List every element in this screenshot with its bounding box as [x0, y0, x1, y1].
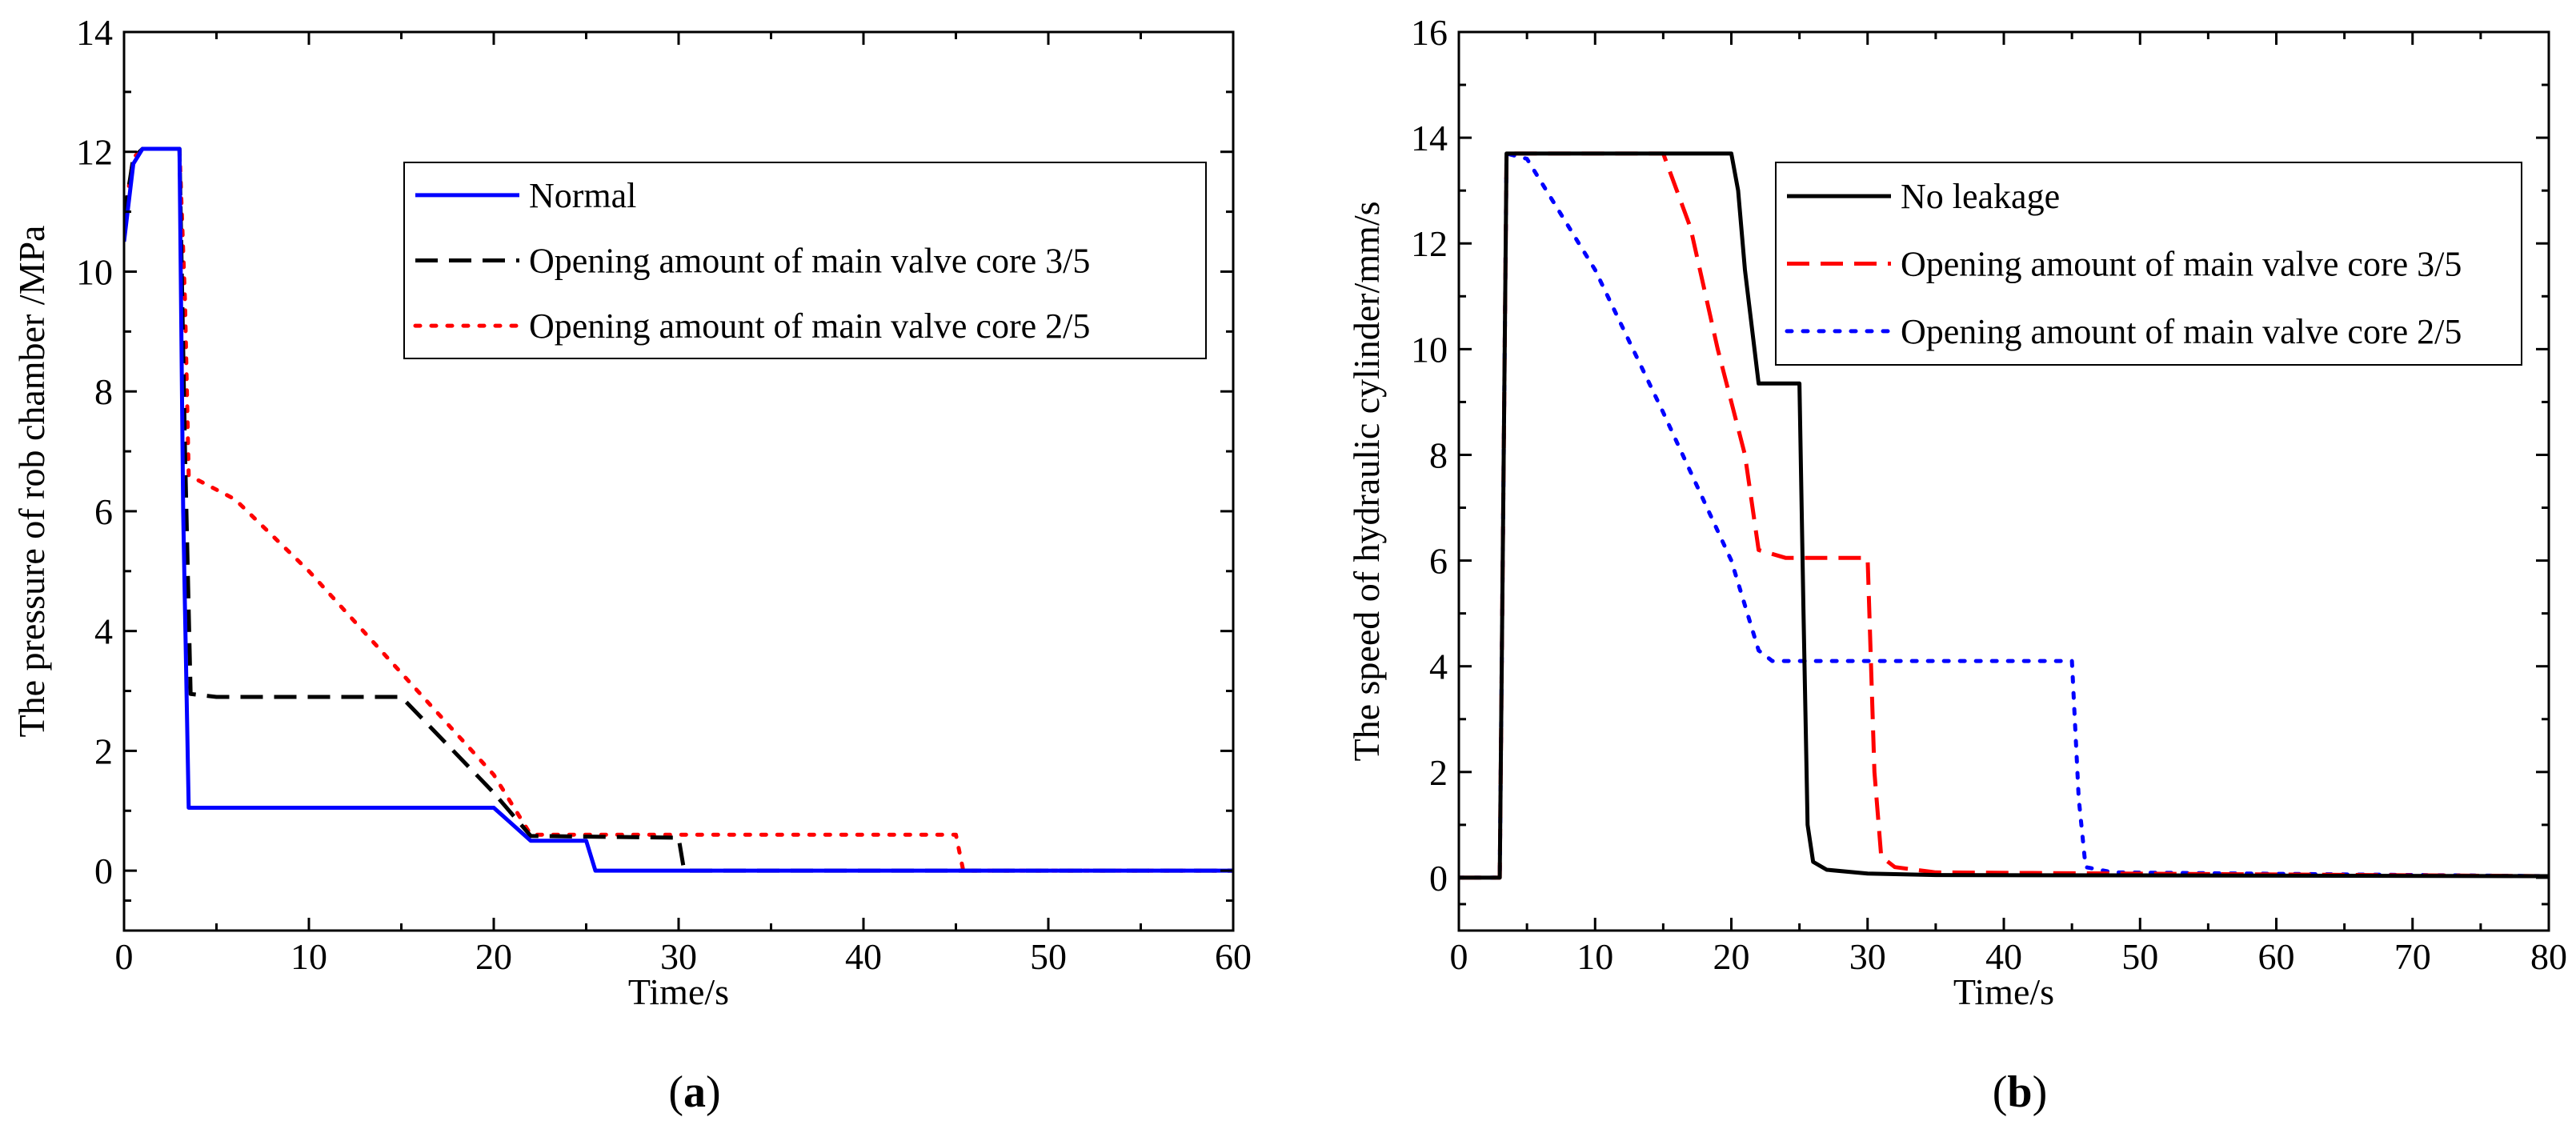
panel-label: (a) [668, 1067, 720, 1117]
legend-label-3: Opening amount of main valve core 2/5 [1901, 312, 2462, 351]
x-tick-label: 10 [290, 936, 327, 977]
legend-label-2: Opening amount of main valve core 3/5 [529, 242, 1090, 281]
x-tick-label: 40 [845, 936, 882, 977]
y-axis-title: The speed of hydraulic cylinder/mm/s [1346, 201, 1387, 761]
y-tick-label: 6 [1429, 541, 1448, 582]
x-tick-label: 70 [2394, 936, 2431, 977]
x-tick-label: 60 [1215, 936, 1252, 977]
y-tick-label: 0 [1429, 858, 1448, 899]
y-tick-label: 0 [94, 851, 113, 891]
legend-label-1: No leakage [1901, 177, 2060, 216]
x-tick-label: 10 [1576, 936, 1613, 977]
x-tick-label: 50 [1030, 936, 1067, 977]
y-tick-label: 12 [76, 132, 113, 173]
y-tick-label: 8 [94, 371, 113, 412]
y-tick-label: 16 [1411, 12, 1448, 53]
legend-label-1: Normal [529, 176, 636, 215]
legend-box [1775, 162, 2522, 366]
x-tick-label: 80 [2530, 936, 2567, 977]
x-tick-label: 30 [1849, 936, 1886, 977]
y-tick-label: 10 [1411, 329, 1448, 370]
x-tick-label: 30 [660, 936, 697, 977]
y-tick-label: 2 [94, 731, 113, 771]
y-tick-label: 4 [1429, 647, 1448, 687]
series-line-1 [124, 146, 1233, 873]
panel-label: (b) [1993, 1067, 2047, 1117]
x-tick-label: 0 [115, 936, 134, 977]
x-tick-label: 0 [1450, 936, 1468, 977]
y-tick-label: 6 [94, 491, 113, 532]
chart-panel-b: 0 10 20 30 40 50 60 70 80 0 2 4 6 8 10 12 14 16 Time/s The … [1346, 12, 2567, 1117]
x-tick-label: 20 [1713, 936, 1750, 977]
y-tick-label: 10 [76, 251, 113, 292]
legend-label-3: Opening amount of main valve core 2/5 [529, 306, 1090, 346]
x-tick-label: 60 [2258, 936, 2295, 977]
y-tick-label: 2 [1429, 752, 1448, 793]
legend-box [403, 162, 1207, 359]
x-axis-title: Time/s [1953, 971, 2054, 1012]
chart-panel-a: 0 10 20 30 40 50 60 0 2 4 6 8 10 12 14 Time/s The pressu… [11, 12, 1252, 1117]
y-tick-label: 12 [1411, 223, 1448, 264]
x-tick-label: 40 [1985, 936, 2022, 977]
y-tick-label: 14 [1411, 118, 1448, 158]
y-tick-label: 14 [76, 12, 113, 53]
y-tick-label: 8 [1429, 434, 1448, 475]
y-axis-title: The pressure of rob chamber /MPa [11, 226, 52, 738]
x-axis-title: Time/s [628, 971, 729, 1012]
series-line-1 [1459, 151, 2549, 880]
legend-label-2: Opening amount of main valve core 3/5 [1901, 245, 2462, 284]
y-tick-label: 4 [94, 611, 113, 652]
x-tick-label: 50 [2121, 936, 2158, 977]
x-tick-label: 20 [475, 936, 512, 977]
